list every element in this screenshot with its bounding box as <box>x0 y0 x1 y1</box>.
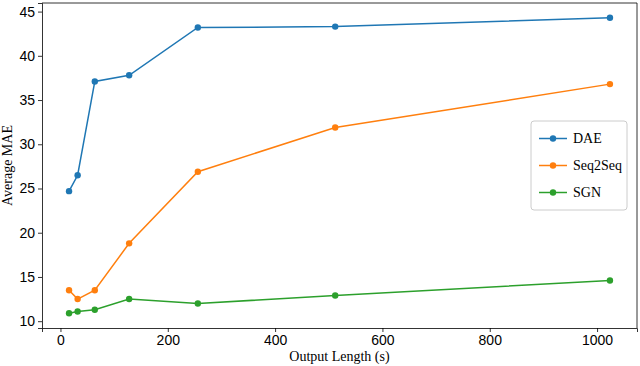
tick-label: 40 <box>19 48 35 64</box>
frame <box>637 3 638 328</box>
point <box>607 81 613 87</box>
point <box>126 240 132 246</box>
tick: 1000 <box>582 328 613 348</box>
tick-mark <box>38 100 42 101</box>
tick: 20 <box>19 225 42 241</box>
point <box>332 124 338 130</box>
tick: 25 <box>19 180 42 196</box>
tick-label: 400 <box>264 332 288 348</box>
tick-mark <box>38 56 42 57</box>
series <box>66 277 613 316</box>
legend-entry: DAE <box>539 131 602 146</box>
tick-mark <box>38 12 42 13</box>
legend-label: DAE <box>573 131 602 146</box>
tick-label: 10 <box>19 313 35 329</box>
point <box>332 292 338 298</box>
point <box>74 172 80 178</box>
tick: 30 <box>19 136 42 152</box>
legend-label: SGN <box>573 185 601 200</box>
tick: 0 <box>57 328 65 348</box>
point <box>66 188 72 194</box>
point <box>92 287 98 293</box>
legend-marker <box>550 162 556 168</box>
tick-mark <box>38 188 42 189</box>
line <box>69 84 610 299</box>
point <box>74 296 80 302</box>
y-axis-label: Average MAE <box>0 125 15 206</box>
point <box>92 78 98 84</box>
legend: DAE Seq2Seq SGN <box>531 121 627 210</box>
axis-line <box>43 329 638 333</box>
tick: 600 <box>371 328 395 348</box>
point <box>332 23 338 29</box>
legend-marker <box>550 135 556 141</box>
tick: 40 <box>19 48 42 64</box>
tick: 200 <box>157 328 181 348</box>
tick-label: 600 <box>371 332 395 348</box>
plot-area: 0 200 400 600 800 1000 10 15 20 25 30 35 40 45 DAE Seq2… <box>19 3 637 348</box>
x-axis: 0 200 400 600 800 1000 <box>43 328 638 348</box>
tick-label: 800 <box>479 332 503 348</box>
legend-entry: Seq2Seq <box>539 158 622 173</box>
y-axis: 10 15 20 25 30 35 40 45 <box>19 4 42 330</box>
tick-mark <box>38 277 42 278</box>
tick-label: 15 <box>19 269 35 285</box>
tick-label: 25 <box>19 180 35 196</box>
point <box>195 24 201 30</box>
point <box>66 287 72 293</box>
point <box>195 168 201 174</box>
point <box>195 300 201 306</box>
tick-label: 0 <box>57 332 65 348</box>
tick: 10 <box>19 313 42 329</box>
line <box>69 18 610 191</box>
tick-mark <box>38 321 42 322</box>
tick: 400 <box>264 328 288 348</box>
tick-label: 45 <box>19 4 35 20</box>
point <box>92 306 98 312</box>
tick-label: 20 <box>19 225 35 241</box>
legend-entry: SGN <box>539 185 601 200</box>
point <box>74 308 80 314</box>
tick-label: 30 <box>19 136 35 152</box>
tick: 35 <box>19 92 42 108</box>
line <box>69 280 610 313</box>
frame <box>42 3 637 4</box>
tick: 15 <box>19 269 42 285</box>
chart: 0 200 400 600 800 1000 10 15 20 25 30 35 40 45 DAE Seq2… <box>0 0 640 366</box>
point <box>126 296 132 302</box>
legend-marker <box>550 189 556 195</box>
point <box>66 310 72 316</box>
point <box>126 72 132 78</box>
point <box>607 277 613 283</box>
tick-mark <box>38 233 42 234</box>
point <box>607 15 613 21</box>
tick-label: 200 <box>157 332 181 348</box>
tick-mark <box>38 144 42 145</box>
tick-label: 35 <box>19 92 35 108</box>
axis-line <box>38 4 43 329</box>
tick: 45 <box>19 4 42 20</box>
legend-label: Seq2Seq <box>573 158 622 173</box>
tick-label: 1000 <box>582 332 613 348</box>
x-axis-label: Output Length (s) <box>289 349 390 365</box>
legend-box <box>531 121 627 210</box>
tick: 800 <box>479 328 503 348</box>
